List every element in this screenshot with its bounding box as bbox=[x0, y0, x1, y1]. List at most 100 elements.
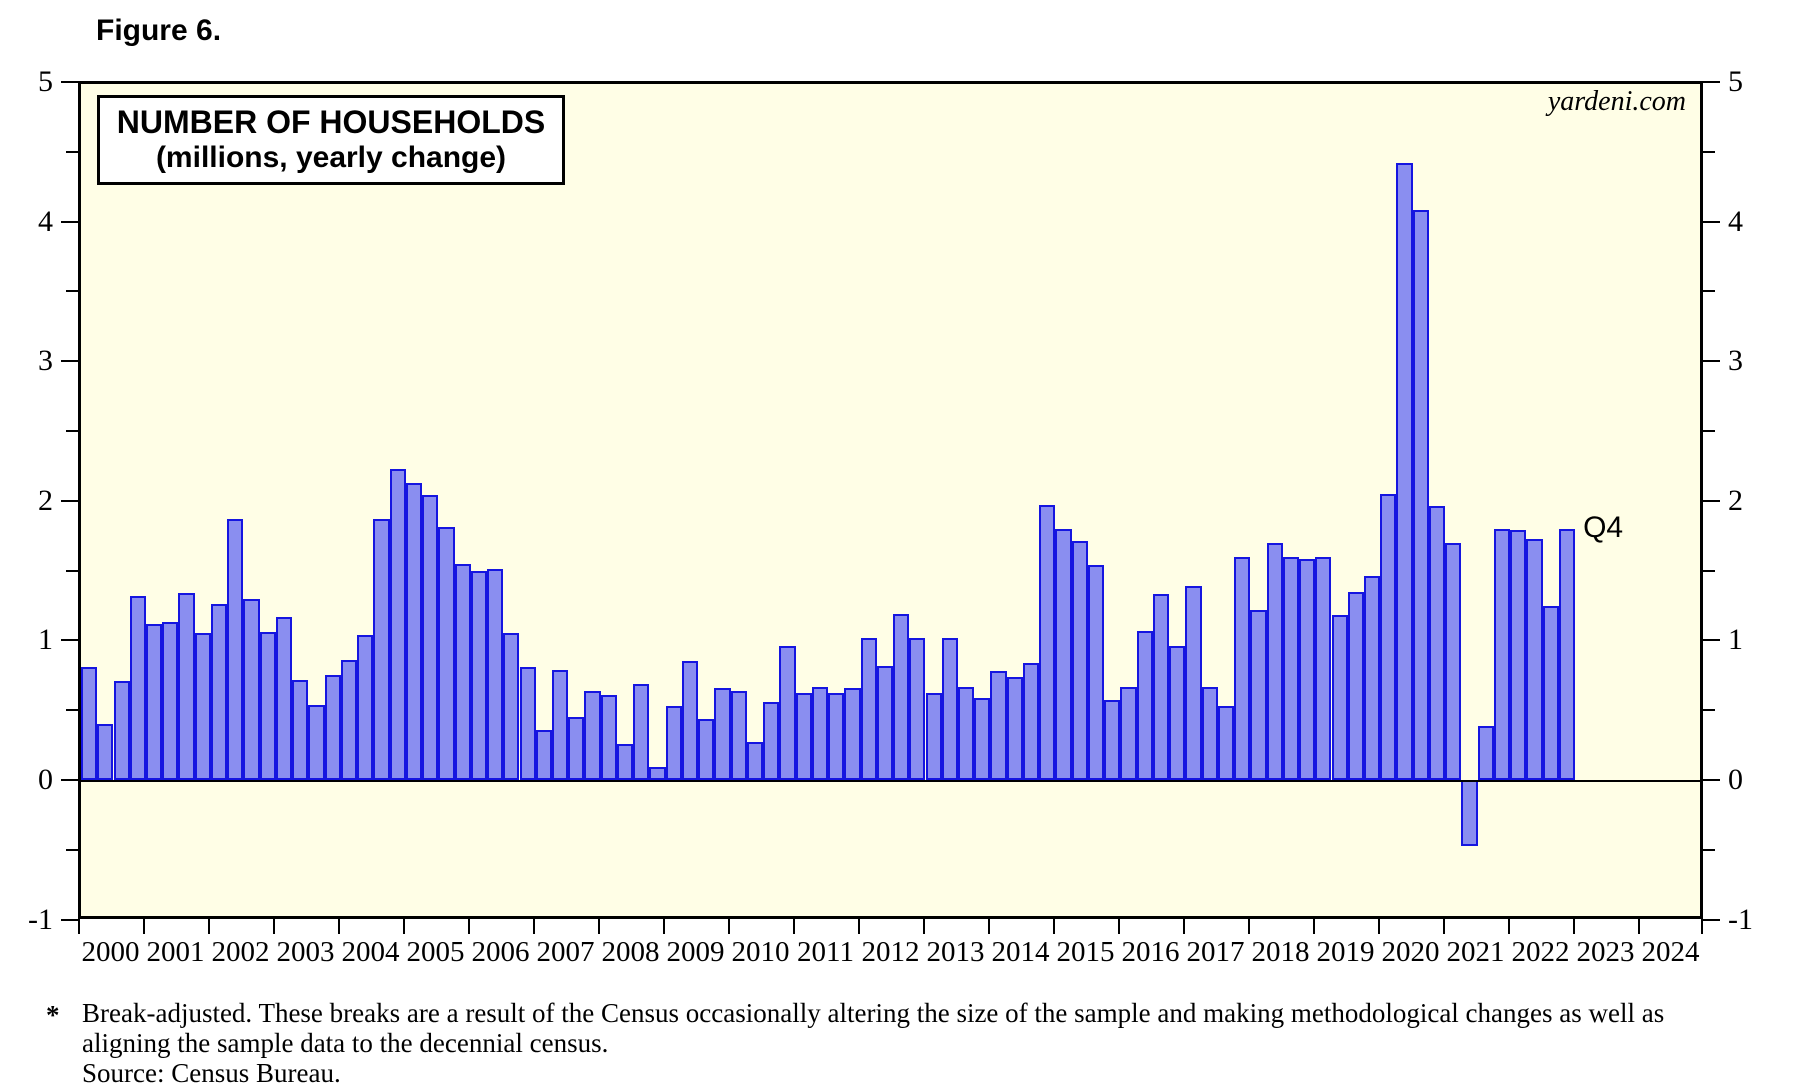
x-year-tick bbox=[793, 919, 795, 934]
bar bbox=[1039, 505, 1056, 780]
bar bbox=[1055, 528, 1072, 780]
bar bbox=[665, 706, 682, 780]
x-year-tick bbox=[1313, 919, 1315, 934]
y-axis-label-left: 0 bbox=[38, 763, 53, 796]
y-minor-tick-right bbox=[1703, 569, 1715, 572]
x-year-tick bbox=[1508, 919, 1510, 934]
y-major-tick-right bbox=[1703, 639, 1720, 642]
x-year-tick bbox=[728, 919, 730, 934]
bar bbox=[503, 633, 520, 780]
bar bbox=[552, 669, 569, 780]
bar bbox=[1087, 565, 1105, 780]
x-year-tick bbox=[923, 919, 925, 934]
bar bbox=[422, 495, 439, 780]
y-minor-tick-right bbox=[1703, 150, 1715, 153]
bar bbox=[275, 616, 293, 780]
y-axis-label-left: 1 bbox=[38, 623, 53, 657]
bar bbox=[97, 724, 114, 780]
x-year-label: 2014 bbox=[991, 936, 1050, 968]
bar bbox=[1315, 556, 1332, 780]
x-year-tick bbox=[273, 919, 275, 934]
bar bbox=[795, 693, 812, 780]
bar bbox=[405, 482, 423, 780]
bar bbox=[259, 632, 276, 780]
bar bbox=[714, 687, 731, 780]
bar bbox=[389, 468, 406, 780]
x-year-label: 2003 bbox=[276, 936, 335, 968]
bar bbox=[194, 633, 211, 780]
bar bbox=[454, 563, 471, 780]
x-year-label: 2000 bbox=[81, 936, 140, 968]
bar bbox=[324, 675, 341, 780]
bar bbox=[860, 637, 877, 780]
bar bbox=[1201, 686, 1218, 780]
bar bbox=[1445, 542, 1462, 780]
bar bbox=[811, 686, 829, 780]
bar bbox=[974, 697, 991, 780]
bar bbox=[373, 518, 390, 780]
x-year-label: 2005 bbox=[406, 936, 465, 968]
bar bbox=[990, 671, 1007, 780]
bar bbox=[1396, 163, 1413, 780]
bar bbox=[243, 598, 260, 780]
y-minor-tick-left bbox=[66, 569, 78, 572]
y-axis-label-right: 4 bbox=[1728, 204, 1743, 238]
y-major-tick-right bbox=[1703, 81, 1720, 83]
x-year-tick bbox=[468, 919, 470, 934]
y-major-tick-right bbox=[1703, 918, 1720, 921]
x-year-tick bbox=[78, 919, 80, 934]
x-year-tick bbox=[988, 919, 990, 934]
bar bbox=[178, 592, 195, 780]
y-minor-tick-right bbox=[1703, 430, 1715, 432]
y-minor-tick-right bbox=[1703, 848, 1715, 851]
bar bbox=[1185, 586, 1202, 780]
bar bbox=[1428, 506, 1446, 780]
x-year-label: 2018 bbox=[1251, 936, 1310, 968]
bar bbox=[1558, 528, 1576, 780]
x-year-tick bbox=[1118, 919, 1120, 934]
last-bar-q4-annotation: Q4 bbox=[1583, 510, 1624, 544]
bar bbox=[1022, 662, 1040, 780]
y-minor-tick-left bbox=[66, 709, 78, 712]
x-year-label: 2008 bbox=[601, 936, 660, 968]
bar bbox=[730, 690, 747, 780]
bar bbox=[146, 623, 163, 780]
x-year-tick bbox=[1443, 919, 1445, 934]
x-year-tick bbox=[858, 919, 860, 934]
footnote-line-1: Break-adjusted. These breaks are a resul… bbox=[82, 998, 1665, 1028]
bar bbox=[763, 701, 780, 780]
chart-title: NUMBER OF HOUSEHOLDS bbox=[116, 104, 546, 140]
x-year-label: 2022 bbox=[1511, 936, 1570, 968]
x-year-tick bbox=[533, 919, 535, 934]
y-axis-label-left: 3 bbox=[38, 344, 53, 378]
bar bbox=[1347, 591, 1364, 780]
bar bbox=[1510, 530, 1527, 780]
bar bbox=[438, 527, 455, 780]
bar bbox=[129, 595, 146, 780]
y-major-tick-left bbox=[61, 918, 78, 921]
x-year-tick bbox=[143, 919, 145, 934]
x-year-label: 2017 bbox=[1186, 936, 1245, 968]
y-axis-label-right: -1 bbox=[1728, 902, 1753, 936]
bar bbox=[227, 518, 244, 780]
footnote-source: Source: Census Bureau. bbox=[82, 1058, 341, 1088]
x-year-label: 2009 bbox=[666, 936, 725, 968]
bar bbox=[1282, 556, 1300, 780]
bar bbox=[633, 683, 650, 780]
y-major-tick-left bbox=[61, 499, 78, 502]
y-minor-tick-left bbox=[66, 150, 78, 153]
x-year-label: 2024 bbox=[1641, 936, 1700, 968]
y-axis-label-left: 4 bbox=[38, 204, 53, 238]
figure-number-label: Figure 6. bbox=[96, 14, 222, 47]
bar bbox=[113, 680, 130, 780]
bar bbox=[909, 637, 926, 780]
bar bbox=[876, 665, 894, 780]
bar bbox=[487, 569, 504, 780]
y-major-tick-left bbox=[61, 81, 78, 83]
bar bbox=[81, 666, 98, 780]
bar bbox=[340, 659, 358, 780]
y-axis-label-right: 5 bbox=[1728, 65, 1743, 98]
bar bbox=[1136, 630, 1153, 780]
bar bbox=[535, 729, 552, 780]
